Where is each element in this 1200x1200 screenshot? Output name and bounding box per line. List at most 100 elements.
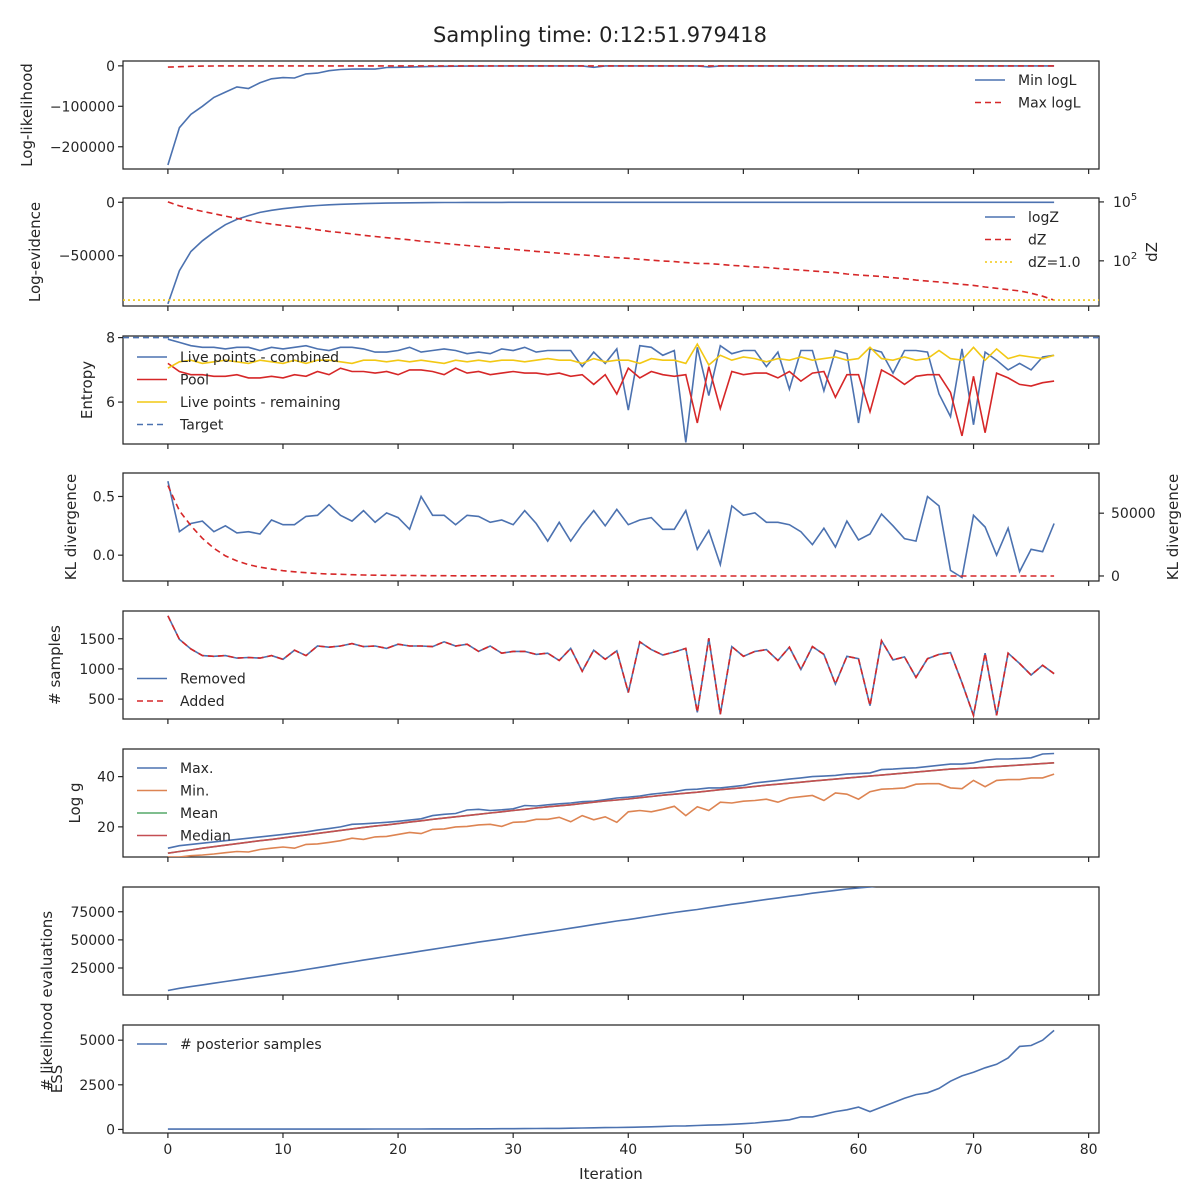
panel-5: 40 20 Log g Max. Min. Mean Median [66,748,1100,862]
legend-entry: Min logL [1018,73,1077,89]
x-tick-label: 40 [619,1142,637,1158]
series-line-0 [167,65,1055,166]
y2-tick-label: 0 [1111,569,1120,585]
axes-frame [122,197,1100,307]
legend: logZ dZ dZ=1.0 [985,210,1080,271]
y-tick-label: 1500 [79,632,115,648]
plot-area [167,481,1055,579]
plot-area [167,615,1055,719]
panel-6: 75000 50000 25000 # likelihood evaluations [38,886,1100,1091]
y-tick-label: 8 [106,331,115,347]
series-line-0 [167,201,1055,305]
y-axis-label: KL divergence [62,474,80,580]
y2-tick-exponent: 5 [1131,192,1137,203]
legend-entry: Min. [180,784,209,800]
x-tick-label: 10 [274,1142,292,1158]
y-axis-label: Log-likelihood [18,63,36,167]
legend-entry: Live points - combined [180,350,339,366]
legend-entry: Pool [180,373,209,389]
series-line-1 [167,485,1055,577]
legend-entry: # posterior samples [180,1037,322,1053]
axes-frame [122,886,1100,996]
legend: Max. Min. Mean Median [137,761,231,845]
plot-area [167,1029,1055,1130]
x-tick-label: 80 [1080,1142,1098,1158]
panel-7: 0 10 20 30 40 50 60 70 80 5000 2500 0 ESS # posterior… [48,1024,1100,1158]
series-line-1 [167,362,1055,437]
plot-area [167,752,1055,857]
legend-entry: dZ [1028,233,1046,249]
y-axis-label: Log-evidence [26,202,44,302]
x-tick-label: 50 [734,1142,752,1158]
plot-area [167,887,877,992]
series-line-2 [167,342,1055,369]
y-axis-label: ESS [48,1065,66,1094]
series-line-3 [167,762,1055,854]
legend: # posterior samples [137,1037,322,1053]
series-line-1 [167,65,1055,68]
y-tick-label: 6 [106,395,115,411]
panels: 0 −100000 −200000 Log-likelihood Min logL Max… [18,59,1182,1158]
legend-entry: Removed [180,672,246,688]
y2-tick-label: 105 [1113,192,1137,211]
panel-3: 0.5 0.0 KL divergence 50000 0 KL divergence [62,472,1182,586]
figure-title: Sampling time: 0:12:51.979418 [433,23,767,47]
legend-entry: Max. [180,761,213,777]
y-axis-label: Log g [66,782,84,823]
legend-entry: Target [179,418,224,434]
x-axis-label: Iteration [579,1165,643,1183]
axes-frame [122,748,1100,858]
series-line-2 [167,762,1055,854]
series-line-0 [167,752,1055,849]
y-tick-label: 2500 [79,1078,115,1094]
y-tick-label: −200000 [50,140,115,156]
y2-axis-label: dZ [1143,242,1161,262]
y-tick-label: 0.5 [93,489,115,505]
y-tick-label: 0.0 [93,548,115,564]
y-tick-label: 500 [88,692,115,708]
y2-tick-label: 50000 [1111,506,1156,522]
panel-4: 1500 1000 500 # samples Removed Added [46,610,1100,724]
y-tick-label: 0 [106,59,115,75]
y-tick-label: 20 [97,820,115,836]
legend: Min logL Max logL [975,73,1081,112]
y-tick-label: 50000 [70,933,115,949]
y-tick-label: 0 [106,1122,115,1138]
x-tick-label: 0 [163,1142,172,1158]
axes-frame [122,60,1100,170]
axes-frame [122,610,1100,720]
y-axis-label: # likelihood evaluations [38,911,56,1091]
series-line-1 [167,773,1055,857]
y-tick-label: 25000 [70,961,115,977]
plot-area [123,336,1099,443]
x-tick-label: 70 [965,1142,983,1158]
y-axis-label: Entropy [78,361,96,419]
panel-1: 0 −50000 Log-evidence 105 102 dZ logZ dZ dZ=1.0 [26,192,1161,311]
panel-0: 0 −100000 −200000 Log-likelihood Min logL Max… [18,59,1100,174]
y-tick-label: 0 [106,195,115,211]
axes-frame [122,472,1100,582]
legend-entry: Mean [180,806,218,822]
y2-tick-label: 102 [1113,251,1137,270]
axes-frame [122,335,1100,445]
legend-entry: Median [180,829,231,845]
series-line-0 [167,338,1055,443]
series-line-0 [167,1029,1055,1130]
legend-entry: logZ [1028,210,1059,226]
x-tick-label: 20 [389,1142,407,1158]
legend: Live points - combined Pool Live points - … [137,350,341,434]
x-tick-label: 30 [504,1142,522,1158]
series-line-0 [167,887,877,992]
plot-area [123,201,1099,305]
y-tick-label: 1000 [79,662,115,678]
y-tick-label: 40 [97,770,115,786]
x-tick-label: 60 [850,1142,868,1158]
legend-entry: Live points - remaining [180,395,341,411]
y-tick-label: −100000 [50,99,115,115]
series-line-0 [167,481,1055,579]
legend-entry: Max logL [1018,96,1081,112]
axes-frame [122,1024,1100,1134]
y2-axis-label: KL divergence [1164,474,1182,580]
